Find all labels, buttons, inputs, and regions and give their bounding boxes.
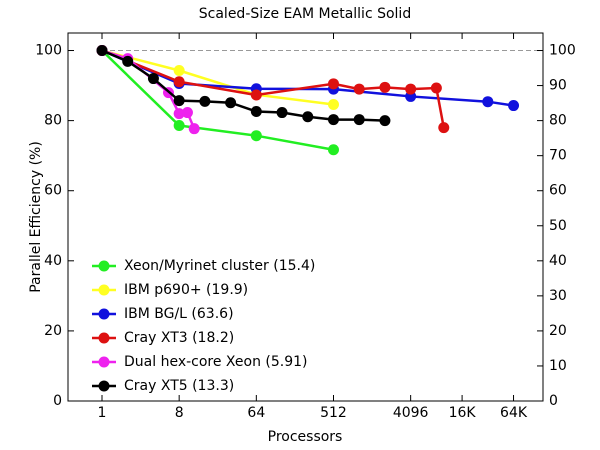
- y2-tick-label: 70: [549, 148, 567, 164]
- y2-tick-label: 50: [549, 218, 567, 234]
- data-point: [327, 98, 339, 110]
- x-tick-label: 512: [320, 405, 347, 421]
- legend-marker: [98, 380, 110, 392]
- y2-tick-label: 30: [549, 288, 567, 304]
- y2-tick-label: 0: [549, 393, 558, 409]
- data-point: [276, 107, 288, 119]
- data-point: [438, 122, 450, 134]
- x-tick-label: 4096: [393, 405, 429, 421]
- data-point: [250, 130, 262, 142]
- data-point: [173, 65, 185, 77]
- y2-tick-label: 80: [549, 113, 567, 129]
- data-point: [199, 95, 211, 107]
- legend-label: IBM BG/L (63.6): [124, 306, 234, 322]
- x-tick-label: 64: [247, 405, 265, 421]
- y-tick-label: 100: [35, 43, 62, 59]
- chart-title: Scaled-Size EAM Metallic Solid: [199, 6, 411, 22]
- legend-marker: [98, 332, 110, 344]
- y2-tick-label: 100: [549, 43, 576, 59]
- series-line: [101, 49, 334, 106]
- y2-tick-label: 90: [549, 78, 567, 94]
- data-point: [250, 89, 262, 101]
- y-tick-label: 20: [44, 323, 62, 339]
- plot-frame: [67, 32, 544, 402]
- x-tick-label: 64K: [500, 405, 528, 421]
- legend-label: Cray XT3 (18.2): [124, 330, 234, 346]
- y2-tick-label: 20: [549, 323, 567, 339]
- data-point: [96, 45, 108, 57]
- x-tick-label: 8: [175, 405, 184, 421]
- y2-tick-label: 40: [549, 253, 567, 269]
- data-point: [405, 83, 417, 95]
- data-point: [379, 115, 391, 127]
- y-tick-label: 60: [44, 183, 62, 199]
- y-tick-label: 0: [53, 393, 62, 409]
- data-point: [482, 96, 494, 108]
- data-point: [173, 108, 185, 120]
- y2-tick-label: 10: [549, 358, 567, 374]
- legend-marker: [98, 356, 110, 368]
- data-point: [327, 144, 339, 156]
- y-tick-label: 80: [44, 113, 62, 129]
- data-point: [353, 114, 365, 126]
- legend-label: IBM p690+ (19.9): [124, 282, 248, 298]
- x-tick-label: 16K: [449, 405, 477, 421]
- legend-marker: [98, 308, 110, 320]
- legend-label: Xeon/Myrinet cluster (15.4): [124, 258, 315, 274]
- data-point: [250, 106, 262, 118]
- data-point: [188, 123, 200, 135]
- data-point: [147, 73, 159, 85]
- data-point: [173, 76, 185, 88]
- data-point: [302, 111, 314, 123]
- data-point: [430, 82, 442, 94]
- data-point: [122, 55, 134, 67]
- data-point: [327, 114, 339, 126]
- data-point: [225, 97, 237, 109]
- data-point: [508, 100, 520, 112]
- y-tick-label: 40: [44, 253, 62, 269]
- series-line: [101, 49, 514, 107]
- data-point: [181, 107, 193, 119]
- legend-marker: [98, 284, 110, 296]
- y-axis-label: Parallel Efficiency (%): [28, 141, 44, 293]
- y2-tick-label: 60: [549, 183, 567, 199]
- data-point: [173, 95, 185, 107]
- x-tick-label: 1: [98, 405, 107, 421]
- legend-marker: [98, 260, 110, 272]
- series-line: [101, 49, 334, 151]
- data-point: [173, 120, 185, 132]
- x-axis-label: Processors: [268, 429, 343, 445]
- legend-label: Dual hex-core Xeon (5.91): [124, 354, 307, 370]
- data-point: [353, 83, 365, 95]
- data-point: [327, 78, 339, 90]
- data-point: [379, 81, 391, 93]
- legend-label: Cray XT5 (13.3): [124, 378, 234, 394]
